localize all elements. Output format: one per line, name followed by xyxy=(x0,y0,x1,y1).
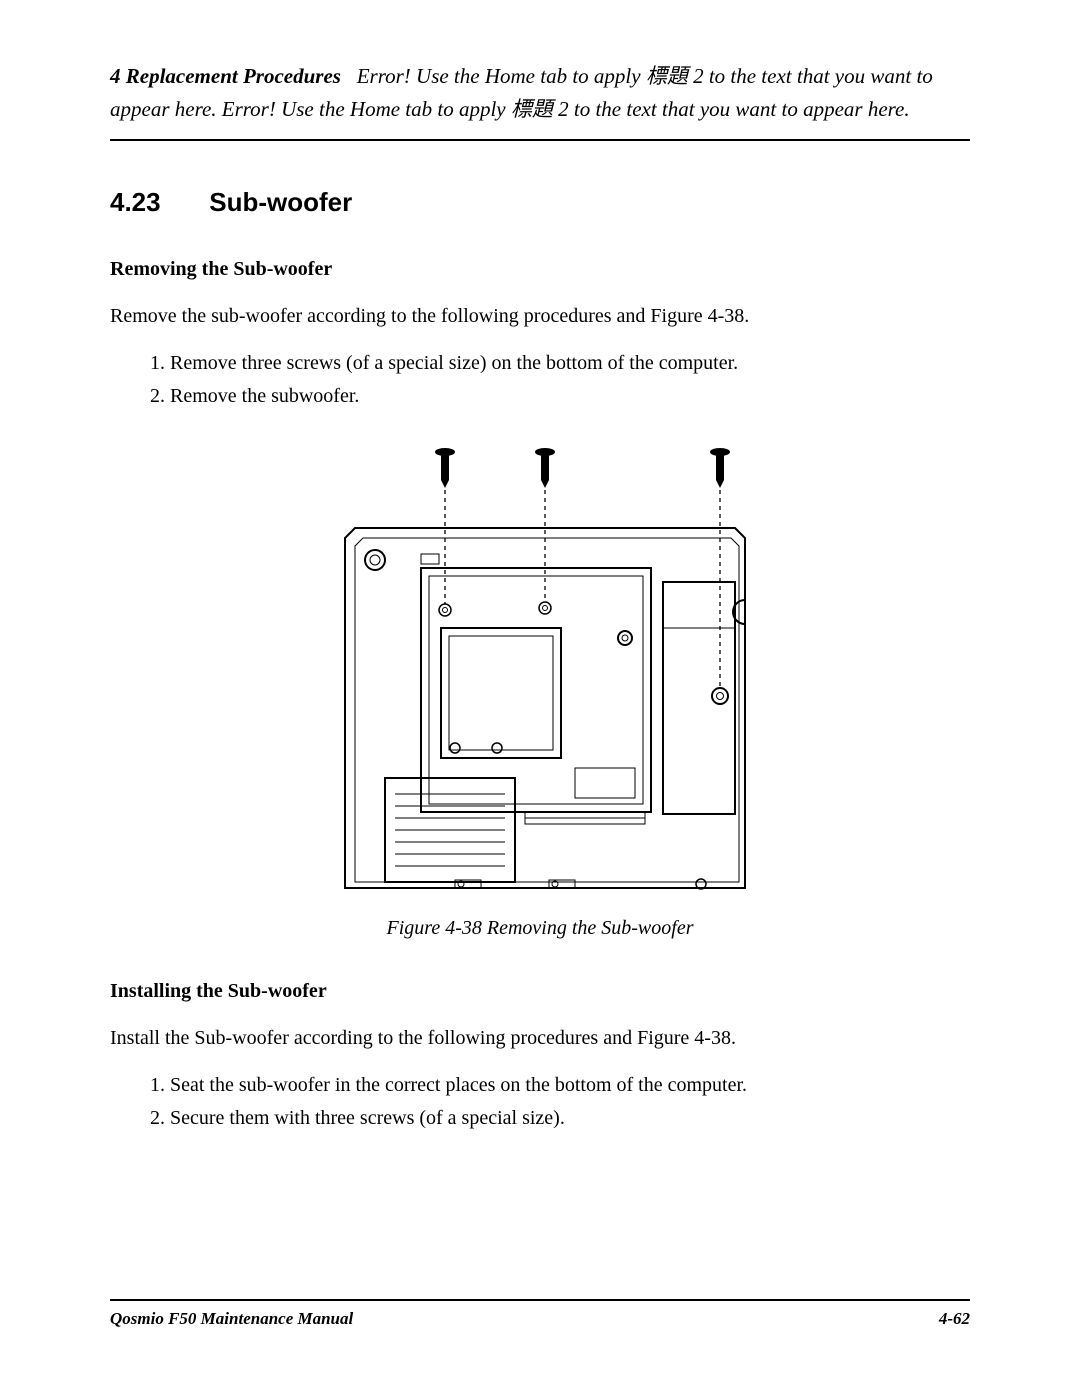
removing-heading: Removing the Sub-woofer xyxy=(110,258,970,281)
section-heading: 4.23 Sub-woofer xyxy=(110,187,970,218)
footer-manual-name: Qosmio F50 Maintenance Manual xyxy=(110,1309,353,1329)
section-number: 4.23 xyxy=(110,187,202,218)
list-item: Remove the subwoofer. xyxy=(170,385,970,408)
figure-caption: Figure 4-38 Removing the Sub-woofer xyxy=(110,917,970,940)
installing-heading: Installing the Sub-woofer xyxy=(110,980,970,1003)
footer-rule xyxy=(110,1299,970,1301)
section-title: Sub-woofer xyxy=(209,187,352,217)
screw-icon xyxy=(710,448,730,488)
screw-icon xyxy=(435,448,455,488)
footer-page-number: 4-62 xyxy=(939,1309,970,1329)
screw-icon xyxy=(535,448,555,488)
figure-diagram xyxy=(325,428,755,898)
list-item: Remove three screws (of a special size) … xyxy=(170,352,970,375)
list-item: Seat the sub-woofer in the correct place… xyxy=(170,1074,970,1097)
list-item: Secure them with three screws (of a spec… xyxy=(170,1107,970,1130)
removing-intro: Remove the sub-woofer according to the f… xyxy=(110,305,970,328)
removing-steps: Remove three screws (of a special size) … xyxy=(150,352,970,408)
header-rule xyxy=(110,139,970,141)
installing-intro: Install the Sub-woofer according to the … xyxy=(110,1027,970,1050)
installing-steps: Seat the sub-woofer in the correct place… xyxy=(150,1074,970,1130)
page-header: 4 Replacement Procedures Error! Use the … xyxy=(110,60,970,125)
page-footer: Qosmio F50 Maintenance Manual 4-62 xyxy=(110,1299,970,1329)
figure-wrap xyxy=(110,428,970,903)
document-page: 4 Replacement Procedures Error! Use the … xyxy=(0,0,1080,1397)
chapter-title: 4 Replacement Procedures xyxy=(110,64,341,88)
